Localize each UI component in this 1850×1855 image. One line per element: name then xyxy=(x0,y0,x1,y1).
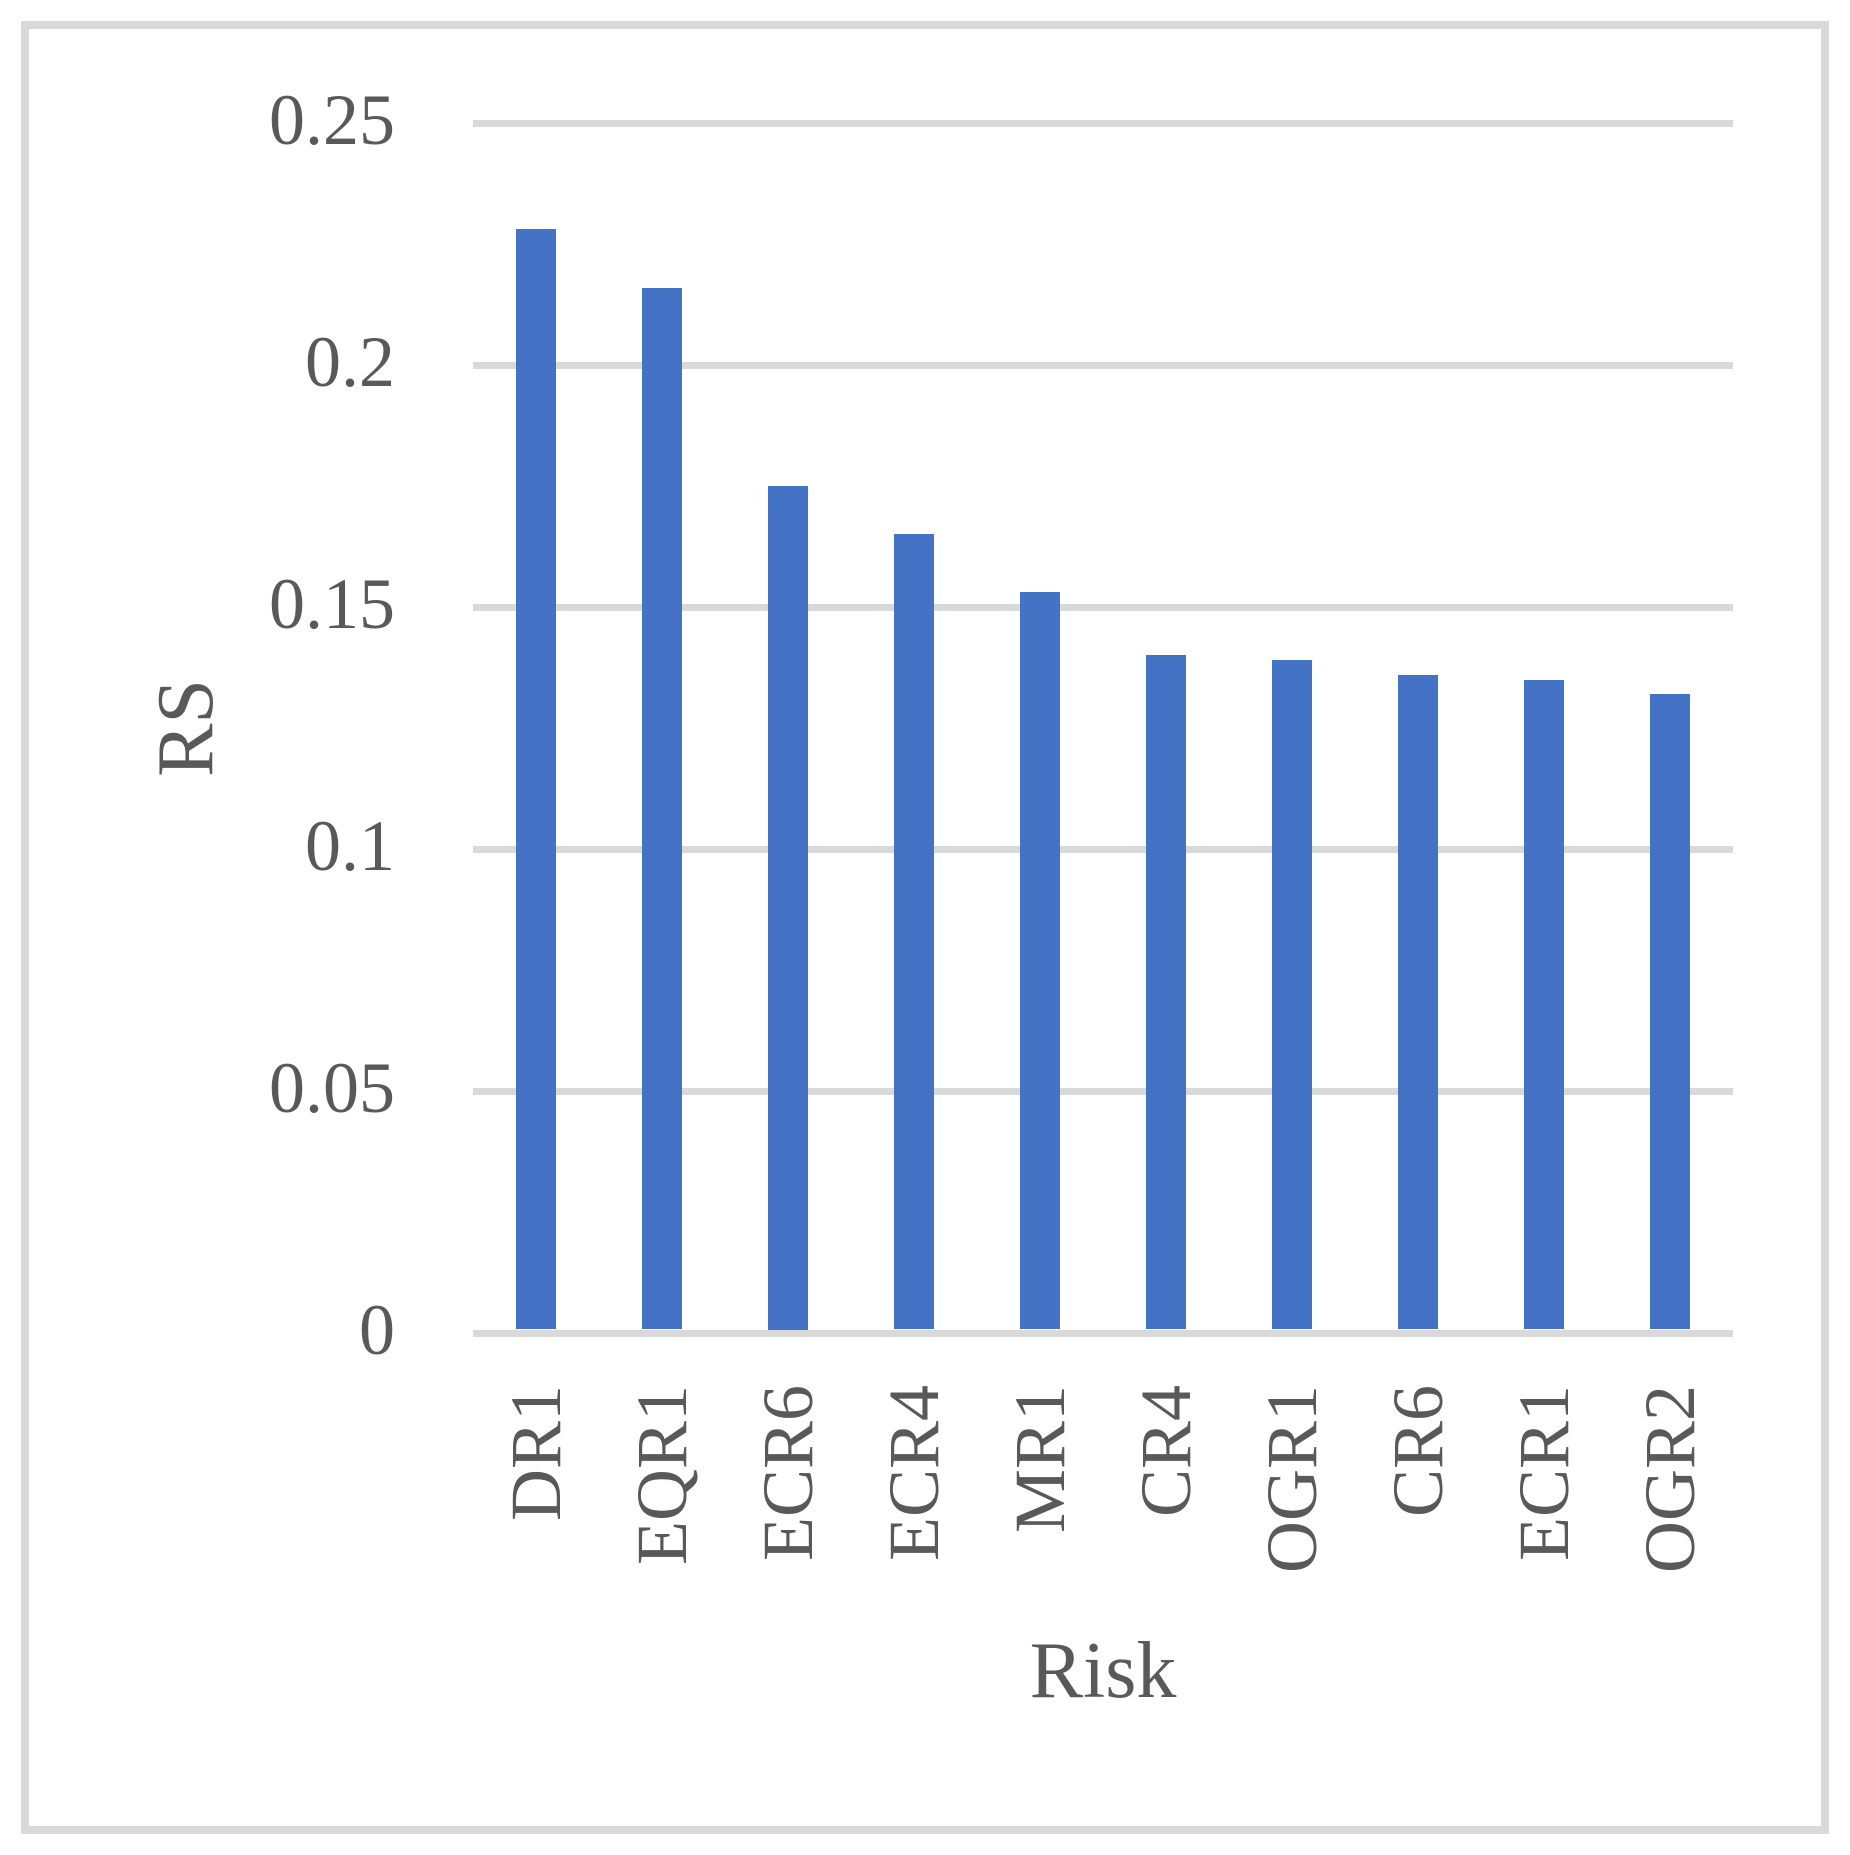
bar xyxy=(642,287,682,1330)
x-tick-label: MR1 xyxy=(1000,1385,1080,1534)
bar xyxy=(1020,592,1060,1330)
y-tick-label: 0.1 xyxy=(305,806,395,887)
gridline xyxy=(473,1087,1733,1095)
bar xyxy=(1524,679,1564,1330)
x-tick-label: ECR1 xyxy=(1504,1385,1584,1562)
y-tick-label: 0.25 xyxy=(269,80,395,161)
x-tick-label: ECR6 xyxy=(748,1385,828,1562)
x-tick-label: CR4 xyxy=(1126,1385,1206,1518)
x-tick-label: OGR2 xyxy=(1630,1385,1710,1574)
figure-border-frame xyxy=(21,21,1829,1834)
x-tick-label: OGR1 xyxy=(1252,1385,1332,1574)
gridline xyxy=(473,845,1733,853)
gridline xyxy=(473,119,1733,127)
y-tick-label: 0.2 xyxy=(305,322,395,403)
y-tick-label: 0.05 xyxy=(269,1048,395,1129)
bar xyxy=(1146,655,1186,1330)
x-tick-label: CR6 xyxy=(1378,1385,1458,1518)
bar xyxy=(768,486,808,1330)
y-axis-title: RS xyxy=(142,679,230,777)
x-tick-label: ECR4 xyxy=(874,1385,954,1562)
x-axis-line xyxy=(473,1329,1733,1337)
x-axis-title: Risk xyxy=(1029,1627,1177,1715)
bar xyxy=(516,229,556,1330)
x-tick-label: EQR1 xyxy=(622,1385,702,1565)
bar xyxy=(1398,674,1438,1330)
gridline xyxy=(473,361,1733,369)
y-tick-label: 0 xyxy=(359,1290,395,1371)
bar xyxy=(894,534,934,1330)
bar xyxy=(1650,694,1690,1330)
gridline xyxy=(473,603,1733,611)
bar xyxy=(1272,660,1312,1330)
y-tick-label: 0.15 xyxy=(269,564,395,645)
x-tick-label: DR1 xyxy=(496,1385,576,1522)
